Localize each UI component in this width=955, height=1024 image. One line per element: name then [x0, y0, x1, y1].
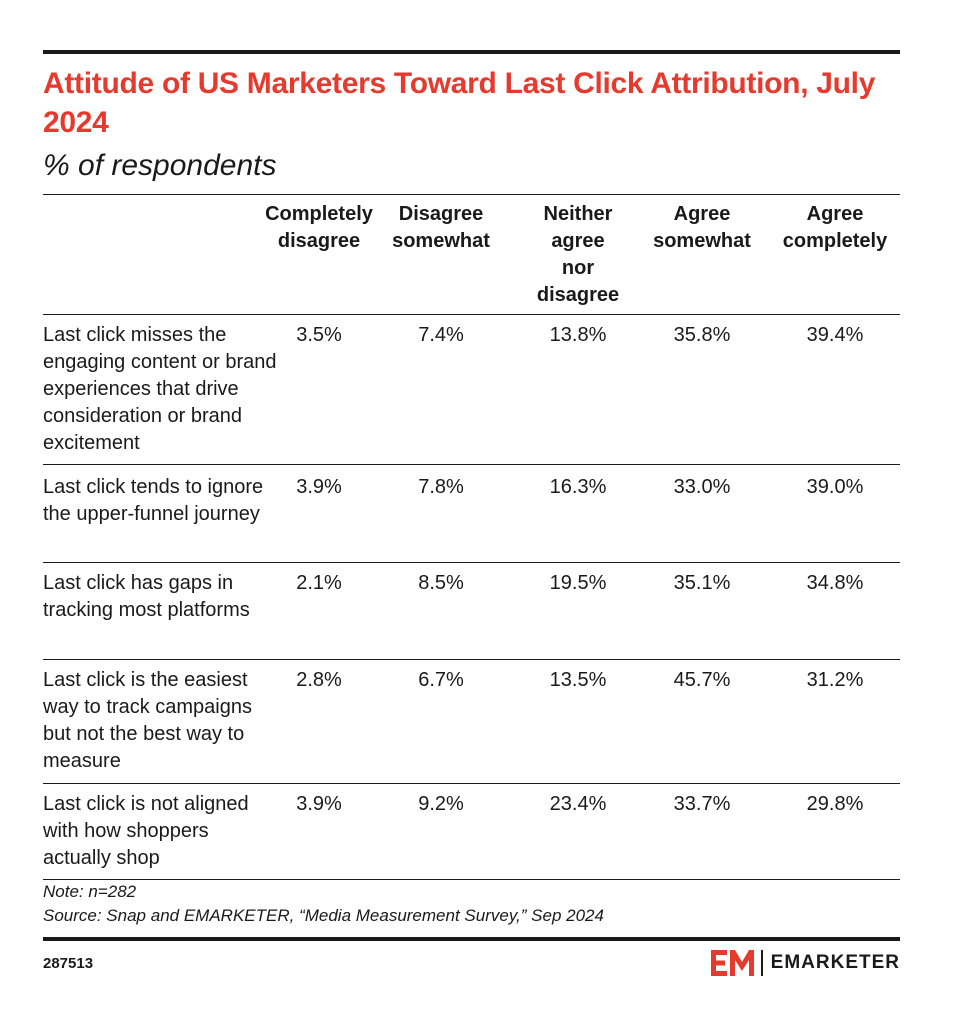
table-cell: 16.3%	[549, 476, 607, 498]
row-rule	[43, 562, 900, 563]
table-cell: 7.4%	[418, 324, 464, 346]
table-cell: 7.8%	[418, 476, 464, 498]
row-label: Last click misses the engaging content o…	[43, 324, 277, 454]
emarketer-logo-icon	[710, 950, 754, 976]
column-header: Completely disagree	[265, 203, 373, 252]
table-cell: 13.5%	[549, 669, 607, 691]
table-cell: 3.5%	[296, 324, 342, 346]
row-label: Last click tends to ignore the upper-fun…	[43, 476, 264, 525]
chart-frame: Attitude of US Marketers Toward Last Cli…	[43, 0, 900, 1024]
chart-id: 287513	[43, 955, 94, 972]
table-cell: 33.0%	[673, 476, 731, 498]
table-cell: 35.8%	[673, 324, 731, 346]
column-header: Agree completely	[782, 203, 888, 252]
row-rule	[43, 879, 900, 880]
logo-separator	[760, 950, 763, 976]
table-cell: 2.8%	[296, 669, 342, 691]
notes: Note: n=282 Source: Snap and EMARKETER, …	[43, 880, 604, 928]
column-header: Neither agree nor disagree	[536, 203, 620, 306]
table-cell: 3.9%	[296, 476, 342, 498]
table-cell: 29.8%	[806, 793, 864, 815]
row-rule	[43, 314, 900, 315]
chart-title: Attitude of US Marketers Toward Last Cli…	[43, 67, 876, 139]
table-cell: 39.0%	[806, 476, 864, 498]
row-rule	[43, 783, 900, 784]
note-text: Note: n=282	[43, 882, 137, 901]
table-cell: 35.1%	[673, 572, 731, 594]
table-cell: 33.7%	[673, 793, 731, 815]
table-cell: 39.4%	[806, 324, 864, 346]
table-cell: 45.7%	[673, 669, 731, 691]
table-cell: 9.2%	[418, 793, 464, 815]
bottom-rule	[43, 937, 900, 941]
row-rule	[43, 659, 900, 660]
brand-logo: EMARKETER	[710, 950, 900, 976]
table-cell: 23.4%	[549, 793, 607, 815]
table-cell: 3.9%	[296, 793, 342, 815]
table-cell: 31.2%	[806, 669, 864, 691]
table-cell: 8.5%	[418, 572, 464, 594]
brand-name: EMARKETER	[770, 952, 900, 973]
column-header: Disagree somewhat	[392, 203, 490, 252]
table-cell: 13.8%	[549, 324, 607, 346]
table-cell: 2.1%	[296, 572, 342, 594]
row-label: Last click is the easiest way to track c…	[43, 669, 252, 772]
row-label: Last click has gaps in tracking most pla…	[43, 572, 250, 621]
row-rule	[43, 464, 900, 465]
row-label: Last click is not aligned with how shopp…	[43, 793, 249, 869]
header-rule	[43, 194, 900, 195]
column-header: Agree somewhat	[653, 203, 751, 252]
table-cell: 34.8%	[806, 572, 864, 594]
top-rule	[43, 50, 900, 54]
table-cell: 19.5%	[549, 572, 607, 594]
source-text: Source: Snap and EMARKETER, “Media Measu…	[43, 906, 604, 925]
chart-subtitle: % of respondents	[43, 149, 277, 182]
table-cell: 6.7%	[418, 669, 464, 691]
